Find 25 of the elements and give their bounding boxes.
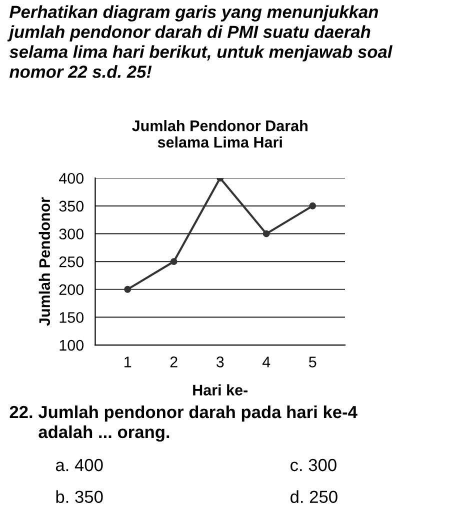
text: Perhatikan diagram garis yang menunjukkan jumlah pendonor darah di PMI suatu daerah selama lima hari berikut, untuk menjawab soal nomor 22 s.d. 25! [7,5,393,78]
x-tick-label: 4 [262,356,270,368]
y-tick-label: 250 [59,256,84,268]
x-tick-label: 2 [170,356,178,368]
y-tick-label: 150 [60,312,84,323]
x-axis-title: Hari ke- [193,384,248,396]
x-tick-label: 3 [216,356,224,368]
text: b. 350 [56,490,103,503]
text: 22. Jumlah pendonor darah pada hari ke-4 adalah ... orang. [10,405,358,442]
y-tick-label: 350 [59,200,84,212]
y-tick-label: 300 [59,228,84,240]
text: d. 250 [290,490,338,503]
x-tick-label: 5 [308,356,316,368]
point [262,230,270,238]
y-tick-label: 200 [59,284,84,296]
y-axis-title: Jumlah Pendonor [38,197,50,326]
point [170,258,178,266]
point [309,202,316,210]
y-tick-label: 400 [58,172,84,184]
text: c. 300 [290,458,336,472]
x-tick-label: 1 [124,356,132,368]
chart-title: Jumlah Pendonor Darah selama Lima Hari [132,120,308,148]
point [124,286,132,293]
y-tick-label: 100 [60,340,84,351]
text: a. 400 [56,458,103,472]
